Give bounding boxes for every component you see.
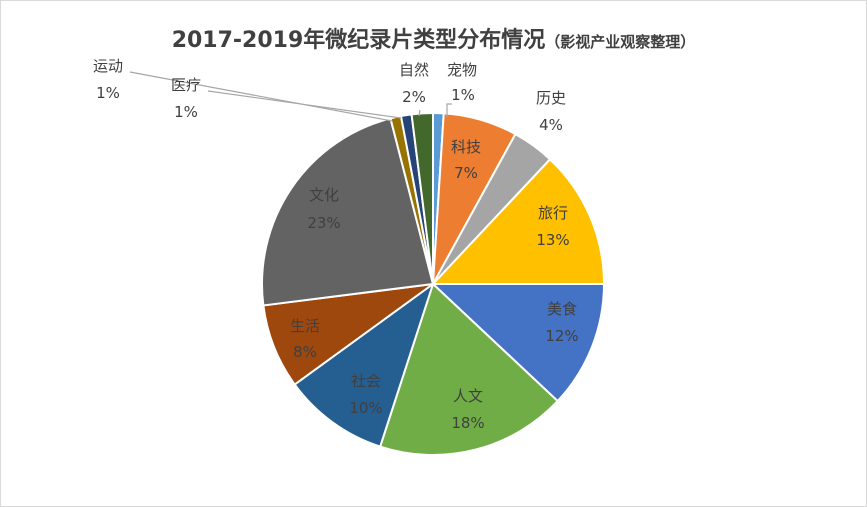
pie-slice-humanity [378,282,560,456]
pie-slice-food [430,283,606,403]
slice-label-history: 历史 [536,89,566,107]
slice-percent-tech: 7% [454,164,478,182]
slice-percent-travel: 13% [536,231,569,249]
slice-percent-life: 8% [293,343,317,361]
chart-subtitle: （影视产业观察整理） [545,33,696,51]
slice-label-culture: 文化 [309,186,339,204]
slice-percent-culture: 23% [307,214,340,232]
chart-title: 2017-2019年微纪录片类型分布情况（影视产业观察整理） [0,22,867,54]
slice-percent-food: 12% [545,327,578,345]
slice-percent-pet: 1% [451,86,475,104]
leader-line-medical [207,90,402,119]
chart-title-main: 2017-2019年微纪录片类型分布情况 [171,28,546,53]
slice-label-society: 社会 [351,372,381,390]
slice-label-tech: 科技 [451,138,481,156]
slice-label-humanity: 人文 [453,387,483,405]
slice-label-life: 生活 [290,317,320,335]
slice-label-pet: 宠物 [447,61,477,79]
slice-percent-society: 10% [349,399,382,417]
pie-slice-culture [261,117,435,307]
slice-percent-humanity: 18% [451,414,484,432]
leader-line-sport [129,71,393,122]
slice-percent-medical: 1% [174,103,198,121]
slice-percent-sport: 1% [96,84,120,102]
pie-slice-society [293,281,435,448]
slice-percent-nature: 2% [402,88,426,106]
pie-slice-travel [430,157,606,285]
slice-label-sport: 运动 [93,57,123,75]
slice-percent-history: 4% [539,116,563,134]
leader-line-nature [418,109,421,117]
slice-label-nature: 自然 [399,61,429,79]
slice-label-food: 美食 [547,300,577,318]
slice-label-medical: 医疗 [171,76,201,94]
slice-label-travel: 旅行 [538,204,568,222]
leader-line-pet [446,103,452,117]
pie-slice-nature [410,111,434,285]
